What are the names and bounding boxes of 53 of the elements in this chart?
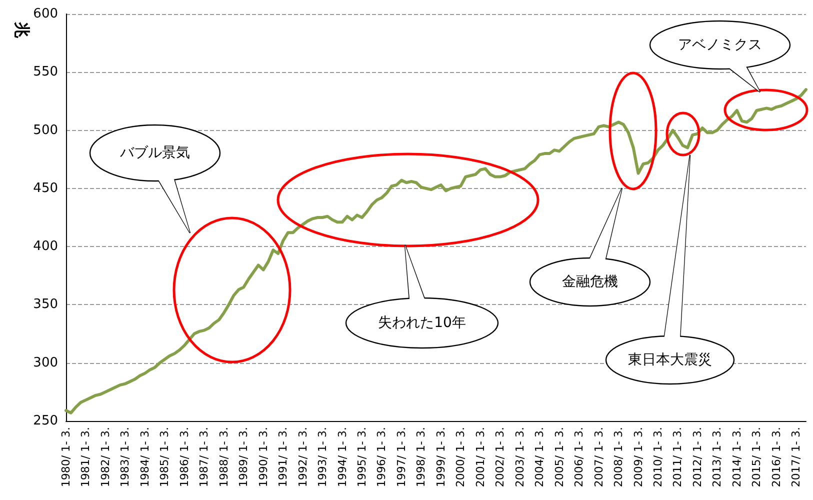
y-tick-label: 250	[33, 414, 58, 428]
annotation: 失われた10年	[378, 315, 466, 331]
x-tick-label: 1997/ 1- 3.	[394, 427, 408, 488]
x-tick-label: 2012/ 1- 3.	[690, 427, 704, 488]
x-tick-label: 2016/ 1- 3.	[770, 427, 783, 488]
x-tick-label: 2004/ 1- 3.	[533, 427, 546, 488]
x-tick-label: 1987/ 1- 3.	[198, 427, 211, 488]
annotation: 金融危機	[562, 274, 618, 290]
x-tick-label: 2014/ 1- 3.	[730, 427, 744, 488]
x-tick-label: 1995/ 1- 3.	[356, 427, 368, 488]
annotation: アベノミクス	[678, 37, 762, 53]
y-tick-label: 550	[33, 64, 58, 80]
x-tick-label: 2008/ 1- 3.	[612, 427, 626, 488]
x-tick-label: 2007/ 1- 3.	[592, 427, 606, 488]
x-tick-label: 1994/ 1- 3.	[336, 427, 349, 488]
x-tick-label: 1989/ 1- 3.	[237, 427, 250, 488]
y-tick-label: 450	[33, 180, 58, 196]
x-tick-label: 1982/ 1- 3.	[98, 427, 112, 488]
x-tick-label: 1981/ 1- 3.	[79, 427, 92, 488]
y-tick-label: 400	[33, 239, 58, 254]
x-tick-label: 1988/ 1- 3.	[217, 427, 230, 488]
y-tick-label: 500	[33, 122, 58, 138]
x-tick-label: 2015/ 1- 3.	[750, 427, 764, 488]
x-tick-label: 2002/ 1- 3.	[494, 427, 507, 488]
x-tick-label: 2010/ 1- 3.	[652, 427, 664, 488]
y-axis-title: 兆	[12, 21, 32, 39]
x-tick-label: 1990/ 1- 3.	[256, 427, 270, 488]
line-series	[64, 88, 808, 414]
x-tick-label: 2005/ 1- 3.	[552, 427, 566, 488]
x-tick-label: 1996/ 1- 3.	[375, 427, 388, 488]
x-tick-label: 1986/ 1- 3.	[178, 427, 191, 488]
x-tick-label: 2011/ 1- 3.	[671, 427, 684, 488]
x-tick-label: 1998/ 1- 3.	[414, 427, 428, 488]
y-tick-label: 600	[33, 6, 58, 22]
x-tick-label: 1984/ 1- 3.	[138, 427, 152, 488]
x-tick-label: 2013/ 1- 3.	[710, 427, 724, 488]
x-tick-label: 1983/ 1- 3.	[118, 427, 132, 488]
x-tick-label: 2017/ 1- 3.	[790, 427, 803, 488]
annotation: バブル景気	[119, 145, 190, 161]
x-tick-label: 2003/ 1- 3.	[513, 427, 526, 488]
annotation: 東日本大震災	[628, 352, 712, 368]
x-tick-label: 2009/ 1- 3.	[632, 427, 645, 488]
x-tick-label: 1999/ 1- 3.	[434, 427, 448, 488]
x-tick-label: 1991/ 1- 3.	[276, 427, 290, 488]
x-tick-label: 2000/ 1- 3.	[454, 427, 468, 488]
y-tick-label: 350	[33, 297, 58, 312]
x-tick-label: 2006/ 1- 3.	[572, 427, 586, 488]
x-tick-label: 1985/ 1- 3.	[158, 427, 172, 488]
y-tick-label: 300	[33, 355, 58, 370]
x-tick-label: 1992/ 1- 3.	[296, 427, 310, 488]
x-tick-label: 1980/ 1- 3.	[60, 427, 72, 488]
x-tick-label: 1993/ 1- 3.	[316, 427, 330, 488]
x-tick-label: 2001/ 1- 3.	[474, 427, 487, 488]
